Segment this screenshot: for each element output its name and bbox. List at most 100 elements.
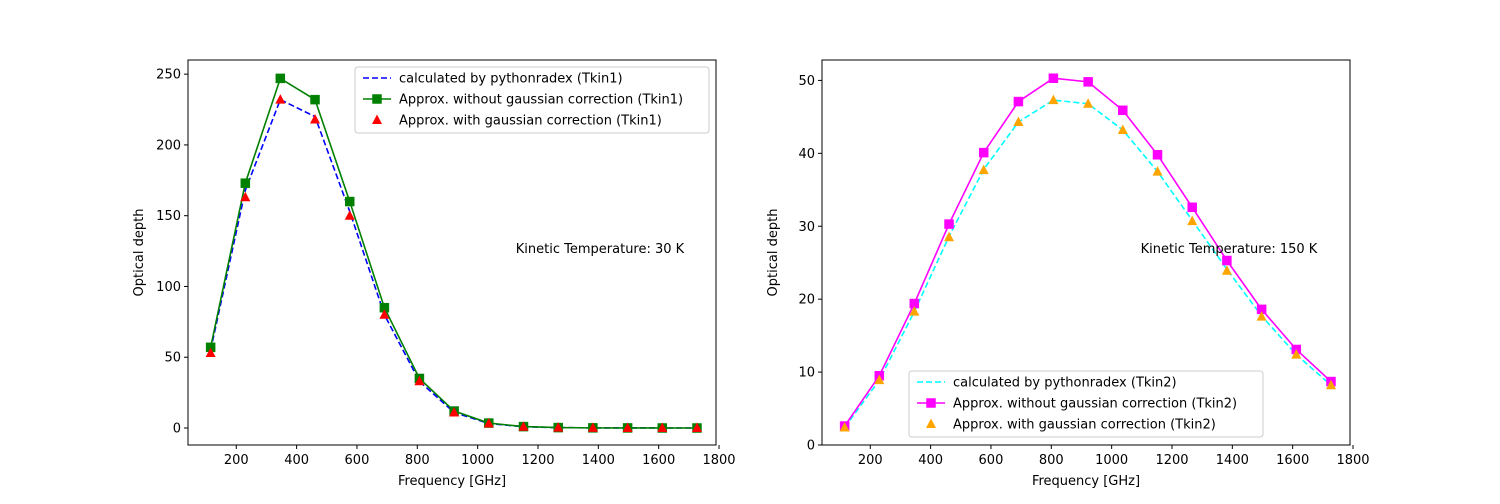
legend-marker [926, 418, 936, 428]
x-tick-label: 800 [405, 453, 430, 468]
x-tick-label: 1400 [582, 453, 615, 468]
x-tick-label: 1000 [461, 453, 494, 468]
y-tick-label: 50 [164, 351, 181, 366]
data-point [1117, 124, 1128, 134]
data-point [657, 422, 668, 432]
data-point [1013, 96, 1024, 107]
data-point [344, 196, 355, 207]
data-point [839, 422, 850, 432]
y-tick-label: 150 [156, 209, 181, 224]
temperature-annotation: Kinetic Temperature: 150 K [1141, 242, 1318, 257]
data-point [909, 306, 920, 316]
x-tick-label: 200 [858, 453, 883, 468]
x-tick-label: 1600 [642, 453, 675, 468]
data-point [240, 191, 251, 202]
data-point [874, 374, 885, 385]
y-axis-label: Optical depth [132, 209, 147, 297]
data-point [449, 406, 460, 417]
y-tick-label: 30 [798, 220, 815, 235]
x-tick-label: 800 [1039, 453, 1064, 468]
data-point [310, 94, 320, 105]
data-point [205, 347, 216, 357]
data-point [978, 147, 989, 158]
data-point [1222, 255, 1232, 266]
data-point [1291, 349, 1302, 359]
data-point [944, 231, 955, 242]
x-axis-label: Frequency [GHz] [398, 474, 506, 489]
y-tick-label: 0 [173, 422, 181, 437]
data-point [1152, 150, 1163, 160]
legend-label: calculated by pythonradex (Tkin1) [399, 72, 623, 87]
y-tick-label: 40 [798, 147, 815, 162]
chart-panel-1: 200 400 600 800 1000 1200 1400 1600 1800 0 50 100 15… [132, 59, 736, 489]
x-tick-label: 600 [979, 453, 1004, 468]
legend: calculated by pythonradex (Tkin2) Approx.… [908, 370, 1264, 438]
x-tick-label: 1400 [1216, 453, 1249, 468]
data-point [587, 422, 598, 432]
x-tick-label: 1600 [1276, 453, 1309, 468]
y-tick-label: 10 [798, 366, 815, 381]
data-point [1083, 98, 1094, 108]
data-point [1187, 202, 1197, 213]
plot-frame [187, 59, 717, 446]
y-tick-label: 50 [798, 74, 815, 89]
x-tick-label: 600 [345, 453, 370, 468]
legend: calculated by pythonradex (Tkin1) Approx.… [354, 66, 710, 134]
temperature-annotation: Kinetic Temperature: 30 K [516, 242, 685, 257]
legend-label: Approx. without gaussian correction (Tki… [399, 93, 683, 108]
data-point [1048, 94, 1059, 105]
data-point [1118, 105, 1128, 116]
data-point [1152, 166, 1163, 176]
x-tick-label: 1000 [1095, 453, 1128, 468]
y-tick-label: 200 [156, 138, 181, 153]
data-point [1013, 116, 1024, 126]
data-point [691, 422, 702, 433]
data-point [1256, 311, 1267, 321]
y-axis-label: Optical depth [766, 209, 781, 297]
legend-marker [372, 94, 382, 104]
x-tick-label: 1200 [521, 453, 554, 468]
legend-label: Approx. without gaussian correction (Tki… [953, 397, 1237, 412]
data-point [310, 113, 321, 124]
data-point [978, 164, 989, 175]
data-point [1083, 77, 1093, 87]
x-tick-label: 200 [224, 453, 249, 468]
y-tick-label: 250 [156, 68, 181, 83]
legend-label: calculated by pythonradex (Tkin2) [953, 376, 1177, 391]
x-tick-label: 1200 [1155, 453, 1188, 468]
data-point [553, 422, 564, 432]
data-point [240, 178, 251, 188]
data-point [275, 94, 286, 104]
legend-marker [372, 114, 382, 124]
series-line [209, 98, 697, 429]
chart-panel-2: 200 400 600 800 1000 1200 1400 1600 1800 0 10 20 30 4… [766, 59, 1370, 489]
data-point [1048, 73, 1059, 83]
data-point [1187, 215, 1198, 226]
x-tick-label: 1800 [1336, 453, 1369, 468]
data-point [483, 417, 494, 428]
legend-label: Approx. with gaussian correction (Tkin1) [399, 114, 662, 129]
data-point [379, 309, 390, 319]
legend-label: Approx. with gaussian correction (Tkin2) [953, 418, 1216, 433]
x-tick-label: 400 [918, 453, 943, 468]
data-point [622, 422, 633, 432]
legend-box [354, 66, 710, 134]
data-point [944, 219, 954, 229]
y-tick-label: 0 [807, 439, 815, 454]
data-point [1221, 265, 1232, 275]
data-point [344, 210, 355, 220]
plot-frame [821, 59, 1351, 446]
y-tick-label: 20 [798, 293, 815, 308]
legend-marker [926, 398, 936, 408]
y-tick-label: 100 [156, 280, 181, 295]
data-point [518, 421, 529, 431]
legend-box [908, 370, 1264, 438]
data-point [275, 73, 286, 84]
data-point [1325, 379, 1336, 390]
data-point [414, 375, 425, 386]
x-axis-label: Frequency [GHz] [1032, 474, 1140, 489]
x-tick-label: 400 [284, 453, 309, 468]
x-tick-label: 1800 [702, 453, 735, 468]
